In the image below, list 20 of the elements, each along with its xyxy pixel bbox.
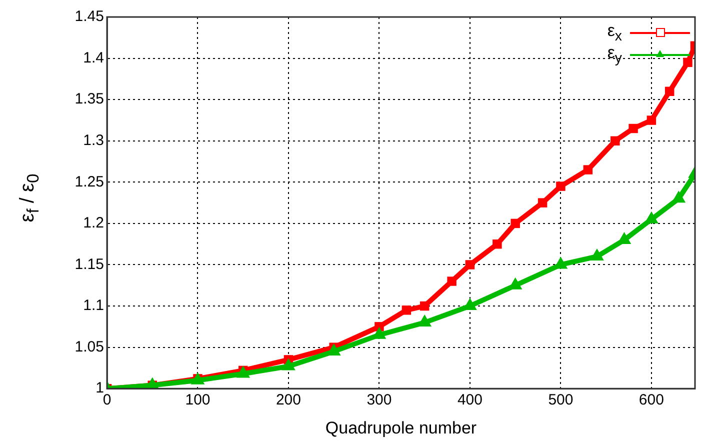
y-tick-label: 1.4 xyxy=(83,49,104,66)
legend-label: ε$_{y}$ xyxy=(607,43,622,67)
x-tick-label: 400 xyxy=(457,392,482,409)
y-tick-label: 1.2 xyxy=(83,214,104,232)
y-tick-label: 1.25 xyxy=(74,173,104,190)
x-axis-title: Quadrupole number xyxy=(325,418,477,438)
y-tick-label: 1.1 xyxy=(83,297,104,314)
y-tick-label: 1.35 xyxy=(74,90,104,108)
y-tick-label: 1.45 xyxy=(74,8,104,26)
x-tick-label: 0 xyxy=(102,392,112,409)
legend-label: ε$_{x}$ xyxy=(607,21,622,45)
y-tick-label: 1.15 xyxy=(74,256,104,273)
x-tick-label: 300 xyxy=(366,392,392,409)
x-tick-label: 500 xyxy=(548,392,574,409)
y-tick-label: 1 xyxy=(96,380,104,397)
x-tick-label: 100 xyxy=(185,392,210,409)
y-tick-label: 1.05 xyxy=(74,338,104,356)
x-tick-label: 200 xyxy=(276,392,301,409)
y-tick-label: 1.3 xyxy=(83,132,104,150)
x-tick-label: 600 xyxy=(638,392,664,409)
